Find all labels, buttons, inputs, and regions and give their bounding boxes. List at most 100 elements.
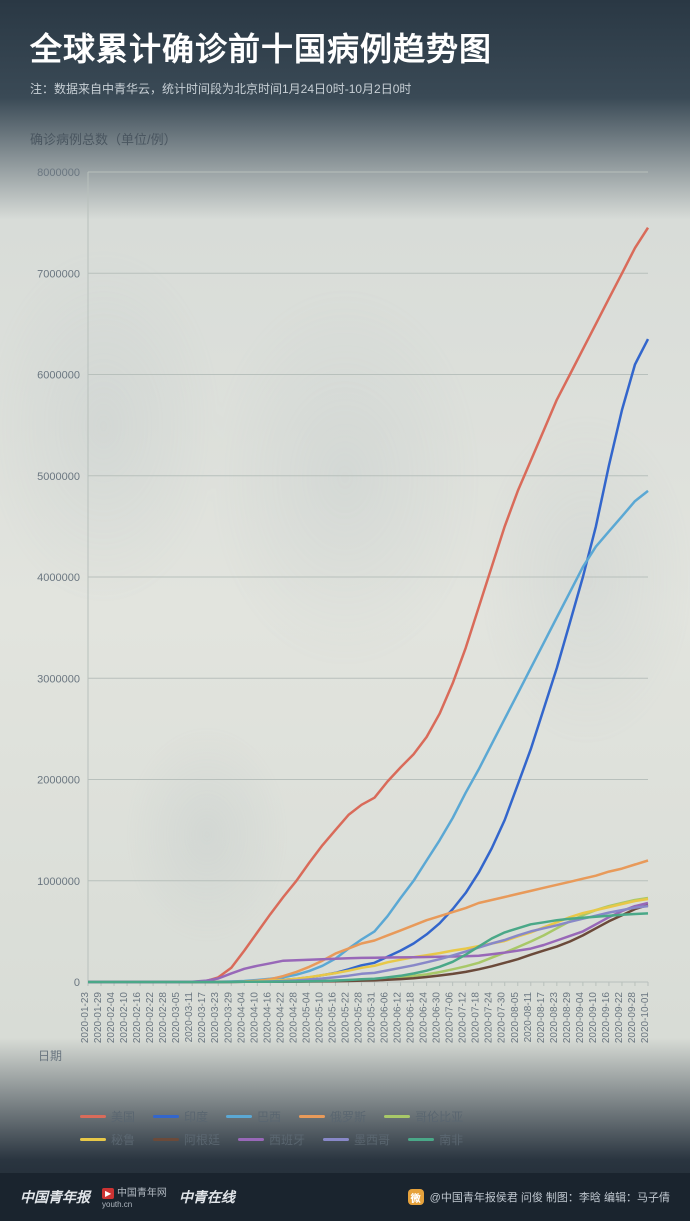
legend-label: 美国 [111,1108,135,1125]
svg-text:2020-04-22: 2020-04-22 [275,992,286,1044]
legend-label: 西班牙 [269,1131,305,1148]
legend-swatch [153,1115,179,1118]
legend-swatch [80,1115,106,1118]
svg-text:2020-07-18: 2020-07-18 [471,992,482,1044]
legend-swatch [153,1138,179,1141]
svg-text:2020-05-10: 2020-05-10 [314,992,325,1044]
svg-text:2020-08-11: 2020-08-11 [523,992,534,1043]
legend-item: 西班牙 [238,1131,305,1148]
svg-text:2020-08-17: 2020-08-17 [536,992,547,1044]
svg-text:2020-01-29: 2020-01-29 [93,992,104,1044]
svg-text:2020-06-12: 2020-06-12 [393,992,404,1044]
series-秘鲁 [88,899,648,982]
chart-container: 确诊病例总数（单位/例） 010000002000000300000040000… [0,111,690,1012]
legend: 美国 印度 巴西 俄罗斯 哥伦比亚秘鲁 阿根廷 西班牙 墨西哥 南非 [80,1108,670,1154]
svg-text:2020-08-05: 2020-08-05 [510,992,521,1044]
svg-text:2020-09-22: 2020-09-22 [614,992,625,1044]
svg-text:8000000: 8000000 [37,167,80,179]
svg-text:2020-03-17: 2020-03-17 [197,992,208,1044]
svg-text:5000000: 5000000 [37,471,80,483]
legend-item: 墨西哥 [323,1131,390,1148]
footer: 中国青年报 ▶ 中国青年网 youth.cn 中青在线 微 @中国青年报侯君 问… [0,1173,690,1221]
svg-text:2020-07-12: 2020-07-12 [458,992,469,1044]
svg-text:3000000: 3000000 [37,673,80,685]
svg-text:2020-09-28: 2020-09-28 [627,992,638,1044]
legend-label: 墨西哥 [354,1131,390,1148]
legend-swatch [238,1138,264,1141]
svg-text:6000000: 6000000 [37,370,80,382]
svg-text:2020-06-24: 2020-06-24 [419,992,430,1044]
svg-text:2020-03-23: 2020-03-23 [210,992,221,1044]
svg-text:2020-02-10: 2020-02-10 [119,992,130,1044]
svg-text:0: 0 [74,977,80,989]
svg-text:2020-08-23: 2020-08-23 [549,992,560,1044]
chart-subtitle: 注：数据来自中青华云，统计时间段为北京时间1月24日0时-10月2日0时 [30,80,660,97]
series-阿根廷 [88,905,648,982]
svg-text:2020-06-18: 2020-06-18 [406,992,417,1044]
svg-text:2020-04-28: 2020-04-28 [288,992,299,1044]
svg-text:2020-02-22: 2020-02-22 [145,992,156,1044]
legend-label: 阿根廷 [184,1131,220,1148]
y-axis-label: 确诊病例总数（单位/例） [30,129,660,148]
footer-credits: 微 @中国青年报侯君 问俊 制图：李晗 编辑：马子倩 [408,1189,670,1205]
line-chart: 0100000020000003000000400000050000006000… [30,162,660,1012]
svg-text:2020-04-16: 2020-04-16 [262,992,273,1044]
legend-item: 印度 [153,1108,208,1125]
svg-text:2020-05-31: 2020-05-31 [367,992,378,1044]
legend-label: 秘鲁 [111,1131,135,1148]
legend-label: 印度 [184,1108,208,1125]
svg-text:2020-09-16: 2020-09-16 [601,992,612,1044]
footer-brands: 中国青年报 ▶ 中国青年网 youth.cn 中青在线 [20,1184,235,1210]
legend-label: 巴西 [257,1108,281,1125]
svg-text:2020-06-30: 2020-06-30 [432,992,443,1044]
svg-text:2020-07-24: 2020-07-24 [484,992,495,1044]
svg-text:2020-07-06: 2020-07-06 [445,992,456,1044]
series-印度 [88,339,648,982]
svg-text:2020-02-28: 2020-02-28 [158,992,169,1044]
brand-cydaily: 中国青年报 [20,1187,90,1207]
svg-text:2020-07-30: 2020-07-30 [497,992,508,1044]
legend-item: 哥伦比亚 [384,1108,463,1125]
legend-swatch [226,1115,252,1118]
weibo-icon: 微 [408,1189,424,1205]
legend-item: 秘鲁 [80,1131,135,1148]
svg-text:2020-05-22: 2020-05-22 [340,992,351,1044]
svg-text:2020-09-04: 2020-09-04 [575,992,586,1044]
legend-item: 巴西 [226,1108,281,1125]
legend-item: 阿根廷 [153,1131,220,1148]
svg-text:2020-06-06: 2020-06-06 [380,992,391,1044]
svg-text:2020-08-29: 2020-08-29 [562,992,573,1044]
legend-swatch [80,1138,106,1141]
legend-swatch [299,1115,325,1118]
svg-text:2020-10-01: 2020-10-01 [640,992,651,1044]
chart-svg: 0100000020000003000000400000050000006000… [30,162,660,1122]
legend-label: 南非 [439,1131,463,1148]
svg-text:7000000: 7000000 [37,268,80,280]
svg-text:1000000: 1000000 [37,876,80,888]
chart-title: 全球累计确诊前十国病例趋势图 [30,24,660,70]
legend-item: 美国 [80,1108,135,1125]
brand-cyol: 中青在线 [179,1187,235,1207]
legend-swatch [408,1138,434,1141]
legend-item: 俄罗斯 [299,1108,366,1125]
svg-text:2020-02-04: 2020-02-04 [106,992,117,1044]
svg-text:2020-09-10: 2020-09-10 [588,992,599,1044]
header: 全球累计确诊前十国病例趋势图 注：数据来自中青华云，统计时间段为北京时间1月24… [0,0,690,111]
svg-text:2020-04-10: 2020-04-10 [249,992,260,1044]
legend-label: 哥伦比亚 [415,1108,463,1125]
svg-text:2020-05-28: 2020-05-28 [353,992,364,1044]
svg-text:2020-03-11: 2020-03-11 [184,992,195,1043]
svg-text:2000000: 2000000 [37,775,80,787]
legend-swatch [323,1138,349,1141]
brand-youth: ▶ 中国青年网 youth.cn [102,1184,167,1210]
series-巴西 [88,491,648,982]
svg-text:2020-01-23: 2020-01-23 [80,992,91,1044]
legend-label: 俄罗斯 [330,1108,366,1125]
svg-text:2020-05-04: 2020-05-04 [301,992,312,1044]
svg-text:2020-05-16: 2020-05-16 [327,992,338,1044]
svg-text:日期: 日期 [38,1049,62,1063]
svg-text:2020-04-04: 2020-04-04 [236,992,247,1044]
credit-text: @中国青年报侯君 问俊 制图：李晗 编辑：马子倩 [430,1189,670,1205]
legend-item: 南非 [408,1131,463,1148]
svg-text:2020-02-16: 2020-02-16 [132,992,143,1044]
